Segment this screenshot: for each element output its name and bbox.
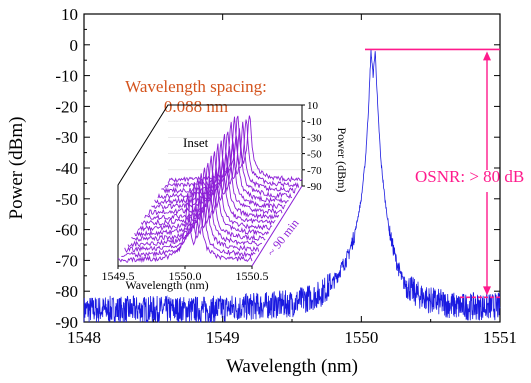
inset-z-tick-label: -70 — [307, 165, 322, 177]
osnr-annotation — [365, 48, 500, 299]
inset-frame — [117, 104, 303, 267]
y-tick-label: -10 — [55, 67, 78, 86]
inset-traces — [117, 115, 303, 264]
inset-ticks: 1549.5 1550.0 1550.5 10 -10 -30 -50 -70 -90 — [102, 100, 323, 283]
y-tick-label: -50 — [55, 190, 78, 209]
inset-trace — [124, 182, 260, 253]
spacing-label-line1: Wavelength spacing: — [125, 77, 267, 96]
inset-z-tick-label: -10 — [307, 116, 322, 128]
inset-x-tick-label: 1550.5 — [236, 269, 269, 283]
inset-depth-axis — [251, 185, 303, 267]
osnr-label: OSNR: > 80 dB — [415, 167, 524, 186]
inset-trace — [121, 186, 256, 259]
osnr-arrowhead-up — [483, 51, 491, 61]
spectrum-line — [83, 49, 501, 323]
osnr-arrowhead-down — [483, 286, 491, 296]
y-tick-label: -90 — [55, 313, 78, 332]
y-axis-label: Power (dBm) — [6, 117, 27, 220]
y-tick-label: -30 — [55, 128, 78, 147]
spacing-label-line2: 0.088 nm — [164, 97, 228, 116]
x-tick-label: 1548 — [67, 328, 101, 347]
inset-x-tick-label: 1550.0 — [169, 269, 202, 283]
x-tick-label: 1549 — [206, 328, 240, 347]
inset-trace — [127, 177, 263, 248]
inset-z-tick-label: -50 — [307, 149, 322, 161]
x-tick-label: 1551 — [483, 328, 517, 347]
y-tick-label: -80 — [55, 282, 78, 301]
inset-x-axis-label: Wavelength (nm) — [125, 278, 208, 292]
y-tick-label: -60 — [55, 221, 78, 240]
y-tick-label: 10 — [61, 5, 78, 24]
y-tick-label: -40 — [55, 159, 78, 178]
x-axis-label: Wavelength (nm) — [226, 356, 358, 377]
main-series — [83, 49, 501, 323]
y-tick-label: 0 — [70, 36, 79, 55]
inset-z-tick-label: -30 — [307, 132, 322, 144]
inset-x-tick-label: 1549.5 — [102, 269, 135, 283]
y-tick-label: -20 — [55, 97, 78, 116]
inset-z-tick-label: -90 — [307, 181, 322, 193]
inset-z-axis-label: Power (dBm) — [335, 128, 349, 193]
inset-plot: 1549.5 1550.0 1550.5 10 -10 -30 -50 -70 -90 Inse… — [102, 100, 350, 292]
inset-z-tick-label: 10 — [307, 100, 319, 112]
inset-label: Inset — [183, 135, 209, 150]
inset-trace — [117, 192, 253, 264]
y-tick-label: -70 — [55, 251, 78, 270]
x-tick-label: 1550 — [344, 328, 378, 347]
